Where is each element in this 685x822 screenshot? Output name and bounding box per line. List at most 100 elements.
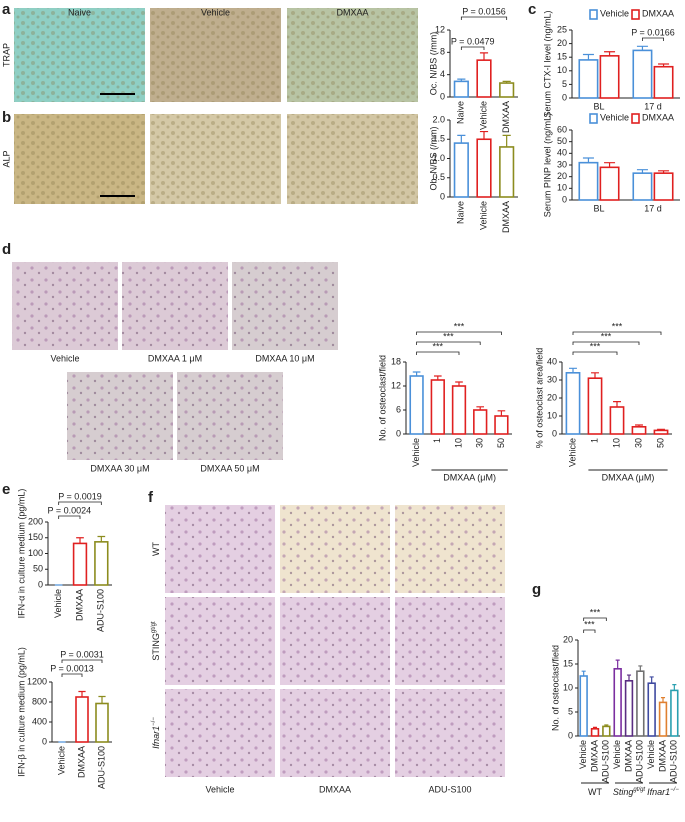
legend-swatch (631, 9, 640, 20)
annotation: *** (584, 619, 595, 629)
significance-bracket (583, 617, 607, 621)
x-group-label: WT (588, 787, 602, 797)
x-group-sup: −/− (670, 787, 679, 793)
error-bar (604, 724, 609, 727)
error-bar (497, 410, 506, 416)
error-bar (613, 401, 621, 407)
bar (632, 172, 653, 201)
y-tick-label: 18 (391, 356, 401, 366)
x-tick-label: Vehicle (56, 746, 66, 775)
significance-bracket (460, 16, 508, 20)
annotation: P = 0.0024 (48, 505, 92, 515)
error-bar (502, 80, 511, 84)
micrograph-texture (12, 262, 118, 350)
micrograph-texture (150, 114, 281, 204)
x-group-name: Ifnar1 (647, 787, 670, 797)
error-bar (78, 690, 86, 697)
micrograph-texture (280, 505, 390, 593)
y-tick-label: 10 (563, 682, 573, 692)
bar (476, 59, 492, 98)
image-caption: DMXAA 1 μM (148, 353, 202, 363)
row-label: WT (151, 542, 161, 556)
row-label: TRAP (1, 43, 11, 67)
micrograph-texture (280, 689, 390, 777)
bar (579, 675, 588, 737)
column-label: ADU-S100 (428, 784, 471, 794)
significance-bracket (416, 331, 502, 335)
x-axis-label: DMXAA (μM) (602, 472, 655, 482)
image-caption: Vehicle (50, 353, 79, 363)
y-tick-label: 8 (440, 47, 445, 57)
annotation: *** (590, 607, 601, 617)
x-tick-label: Vehicle (478, 101, 488, 130)
bar (670, 689, 679, 737)
bar (658, 701, 668, 737)
error-bar (476, 406, 485, 410)
y-tick-label: 2.0 (432, 114, 445, 124)
x-tick-label: 17 d (644, 203, 662, 213)
column-label: DMXAA (319, 784, 351, 794)
annotation: P = 0.0156 (462, 6, 506, 16)
x-tick-label: ADU-S100 (96, 589, 106, 632)
y-tick-label: 1.0 (432, 153, 445, 163)
micrograph-texture (280, 597, 390, 685)
y-tick-label: 0 (42, 736, 47, 746)
panel-label: c (528, 1, 536, 18)
x-tick-label: DMXAA (589, 740, 599, 772)
x-group-name: WT (588, 787, 602, 797)
row-label-sup: gt/gt (151, 621, 157, 633)
y-tick-label: 400 (32, 716, 47, 726)
y-tick-label: 10 (547, 410, 557, 420)
bar (453, 80, 469, 98)
error-bar (582, 157, 594, 163)
error-bar (502, 134, 511, 147)
annotation: *** (443, 331, 454, 341)
error-bar (569, 367, 577, 373)
y-tick-label: 0 (568, 730, 573, 740)
y-tick-label: 800 (32, 696, 47, 706)
micrograph-texture (165, 597, 275, 685)
y-tick-label: 40 (547, 356, 557, 366)
column-label: Vehicle (205, 784, 234, 794)
y-tick-label: 20 (557, 171, 567, 181)
y-tick-label: 0 (38, 579, 43, 589)
x-tick-label: DMXAA (501, 101, 511, 133)
y-tick-label: 12 (435, 24, 445, 34)
x-tick-label: 50 (655, 438, 665, 448)
bar (494, 415, 509, 435)
x-tick-label: ADU-S100 (601, 740, 611, 783)
micrograph-texture (395, 505, 505, 593)
micrograph-texture (67, 372, 173, 460)
micrograph-texture (122, 262, 228, 350)
micrograph-texture (287, 8, 418, 102)
bar (653, 172, 674, 201)
panel-label: e (2, 481, 10, 498)
y-tick-label: 10 (557, 65, 567, 75)
error-bar (479, 130, 489, 140)
annotation: P = 0.0013 (50, 663, 94, 673)
y-tick-label: 200 (28, 516, 43, 526)
micrograph-texture (150, 8, 281, 102)
y-tick-label: 30 (557, 159, 567, 169)
row-label-sup: −/− (151, 717, 157, 726)
bar (476, 138, 492, 198)
row-label-name: STING (151, 633, 161, 661)
y-tick-label: 1.5 (432, 134, 445, 144)
error-bar (97, 535, 106, 542)
error-bar (649, 676, 654, 684)
bar (636, 670, 645, 737)
y-tick-label: 5 (568, 706, 573, 716)
bar (430, 379, 445, 435)
micrograph-texture (395, 689, 505, 777)
y-tick-label: 15 (557, 52, 567, 62)
x-tick-label: 10 (453, 438, 463, 448)
micrograph-texture (165, 689, 275, 777)
bar (578, 59, 599, 99)
bar (599, 55, 620, 99)
bar (599, 166, 620, 201)
error-bar (626, 674, 632, 681)
significance-bracket (61, 659, 103, 663)
bar (75, 696, 89, 743)
image-caption: DMXAA 50 μM (200, 463, 259, 473)
error-bar (592, 726, 598, 729)
